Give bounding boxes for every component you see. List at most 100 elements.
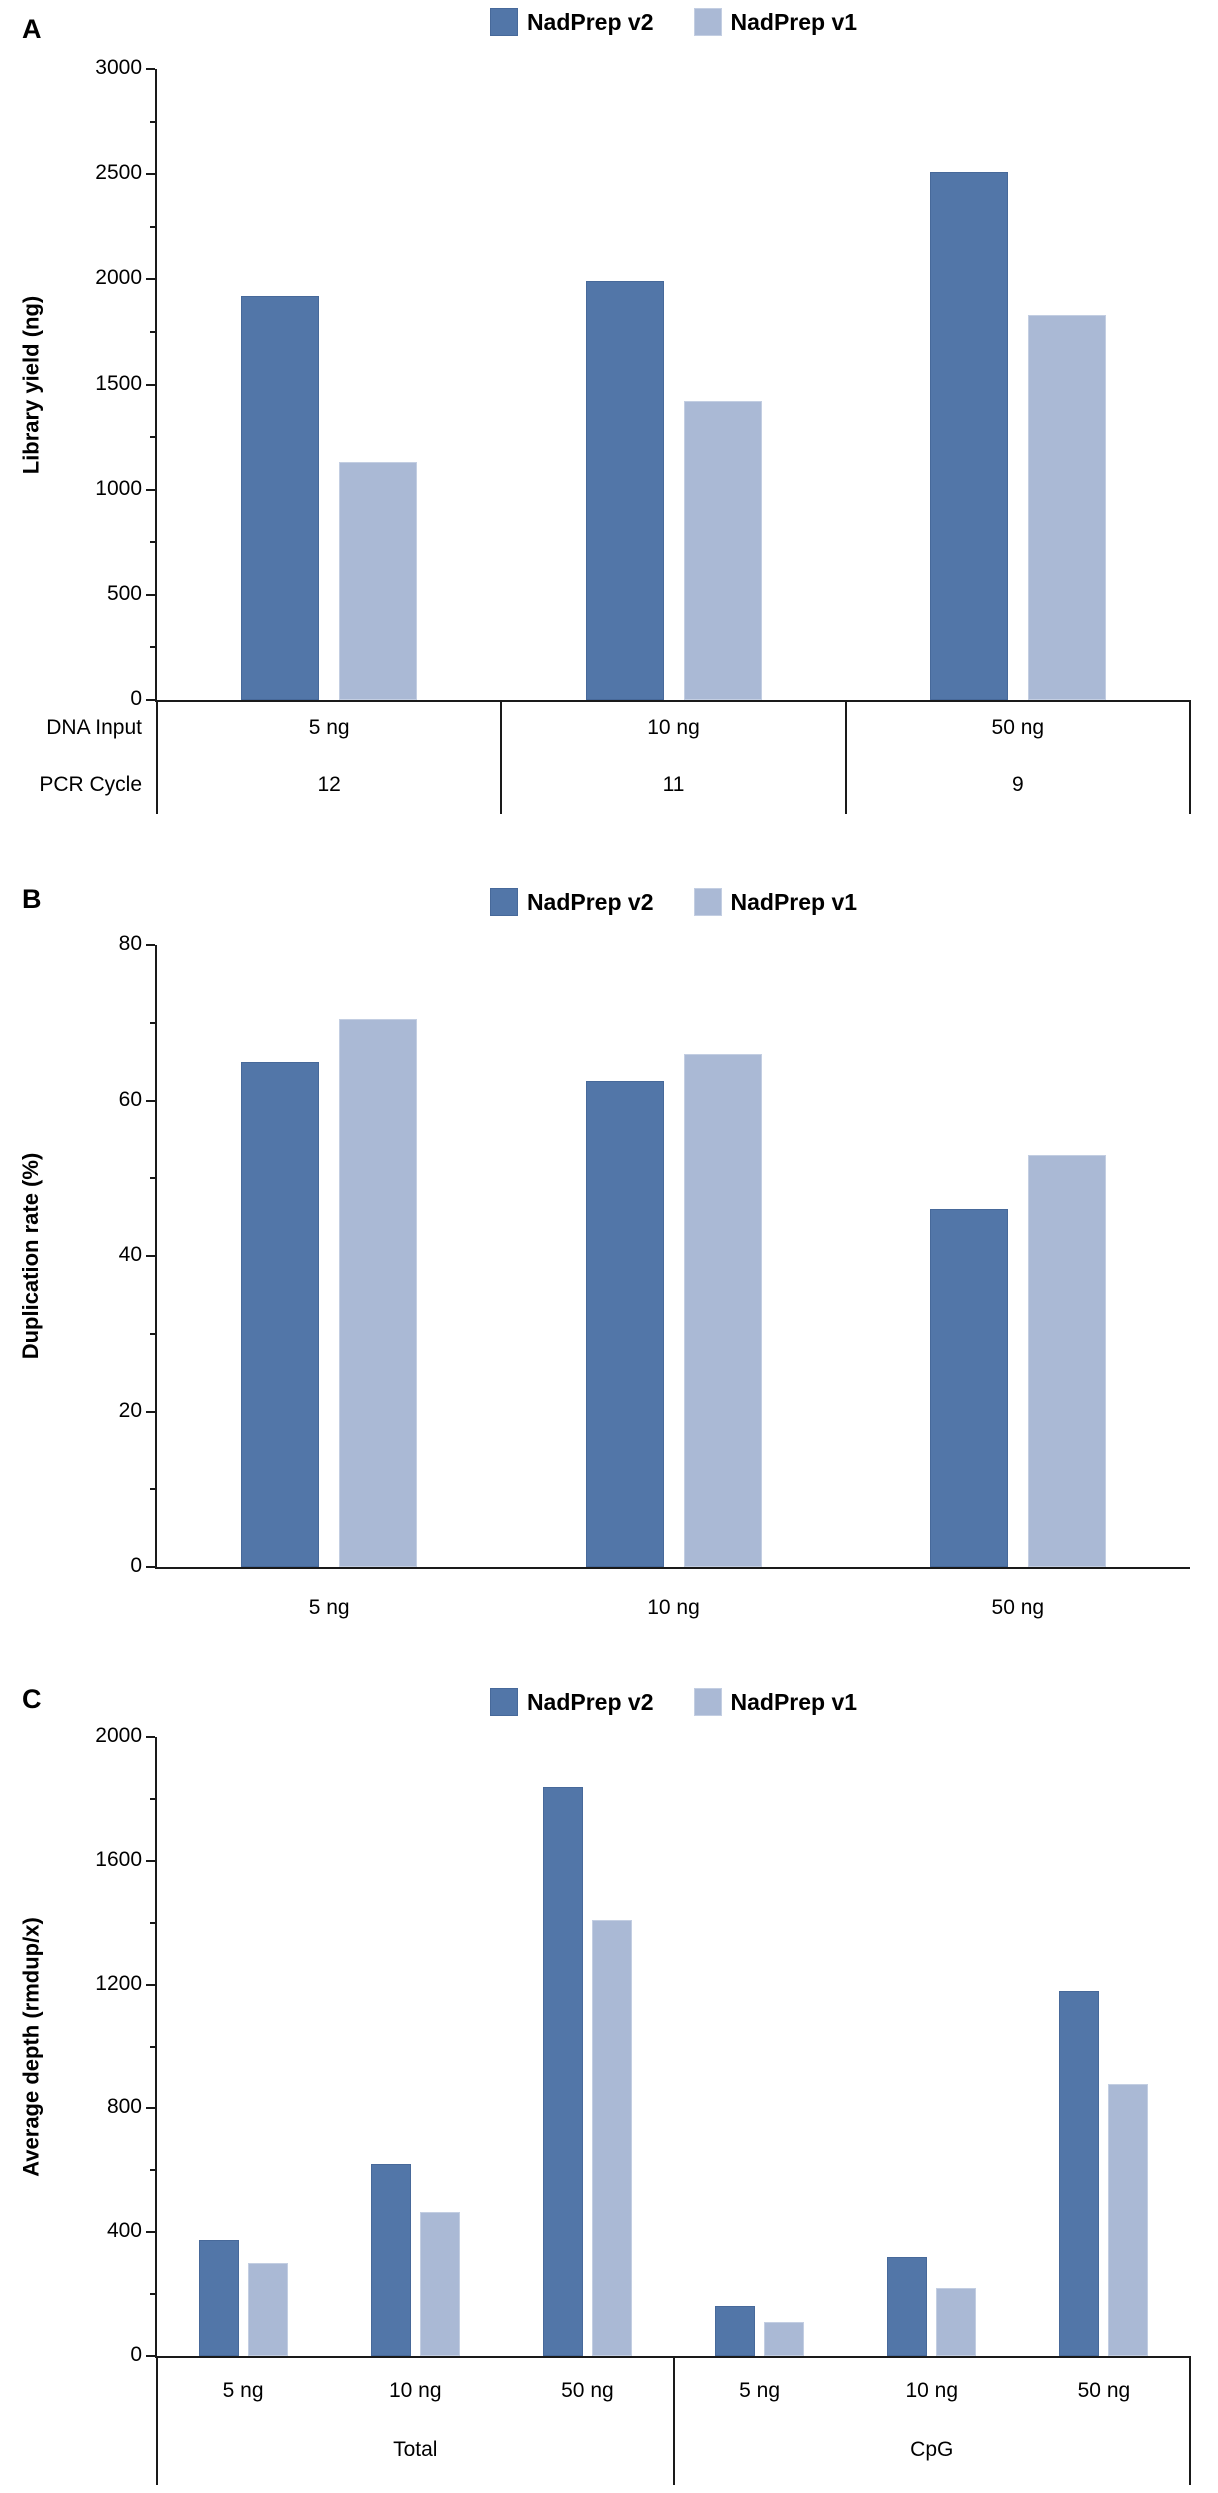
- panel-a-ytick-0: [146, 699, 155, 701]
- panel-a-ytick-label-1500: 1500: [95, 371, 142, 395]
- panel-c-legend-item-v1: NadPrep v1: [693, 1688, 858, 1716]
- panel-c-ytick-label-1200: 1200: [95, 1971, 142, 1995]
- panel-b-bar-v1-3-50ng: [1027, 1155, 1106, 1567]
- panel-a-table-vline-0: [156, 700, 158, 814]
- panel-a-ytick-2750: [150, 120, 155, 123]
- panel-a-ytick-label-2500: 2500: [95, 161, 142, 185]
- panel-b-legend-item-v2: NadPrep v2: [489, 888, 654, 916]
- panel-a-table-row-label-2: PCR Cycle: [39, 772, 142, 796]
- panel-a-ytick-1500: [146, 383, 155, 386]
- panel-b-ytick-80: [146, 944, 155, 946]
- panel-b-label: B: [22, 884, 42, 914]
- legend-label-v1: NadPrep v1: [730, 1688, 858, 1715]
- panel-b-ytick-60: [146, 1099, 155, 1102]
- panel-b-y-axis-title: Duplication rate (%): [18, 1152, 43, 1360]
- panel-a-table-cell-r1-c2: 10 ng: [647, 715, 700, 739]
- panel-b-xlabel-3: 50 ng: [991, 1596, 1045, 1619]
- panel-c-ytick-1000: [150, 2045, 155, 2048]
- panel-a-ytick-3000: [146, 68, 155, 70]
- legend-label-v1: NadPrep v1: [730, 8, 858, 35]
- panel-b-legend: NadPrep v2 NadPrep v1: [157, 888, 1190, 916]
- panel-a-table-vline-1: [500, 700, 503, 814]
- panel-c-ytick-2000: [146, 1736, 155, 1738]
- legend-swatch-v2: [489, 888, 518, 916]
- panel-c-ytick-label-1600: 1600: [95, 1847, 142, 1871]
- legend-swatch-v2: [489, 1688, 518, 1716]
- panel-a-ytick-label-500: 500: [106, 581, 142, 605]
- panel-a-table-cell-r1-c1: 5 ng: [308, 715, 350, 739]
- panel-a-bar-v2-1-5ng: [241, 296, 320, 700]
- panel-b-ytick-label-0: 0: [130, 1554, 142, 1577]
- panel-c-y-axis: [155, 1737, 157, 2358]
- panel-c-ytick-800: [146, 2107, 155, 2110]
- panel-a-ytick-2000: [146, 278, 155, 281]
- panel-a-bar-v1-2-10ng: [683, 401, 762, 700]
- panel-c-ytick-200: [150, 2293, 155, 2296]
- panel-c-bar-v1-3-50ng: [591, 1920, 632, 2356]
- panel-b-ytick-0: [146, 1566, 155, 1568]
- panel-a-legend-item-v1: NadPrep v1: [693, 8, 858, 36]
- legend-label-v2: NadPrep v2: [526, 888, 654, 915]
- panel-c-ytick-1200: [146, 1983, 155, 1986]
- panel-c-xlabel-6: 50 ng: [1077, 2379, 1131, 2402]
- panel-b-bar-v2-3-50ng: [929, 1209, 1008, 1567]
- panel-a-legend: NadPrep v2 NadPrep v1: [157, 8, 1190, 36]
- panel-a-ytick-label-3000: 3000: [95, 56, 142, 79]
- panel-b-ytick-label-40: 40: [118, 1243, 142, 1266]
- panel-a-ytick-750: [150, 541, 155, 544]
- panel-c-ytick-1800: [150, 1797, 155, 1800]
- panel-a-y-axis-title: Library yield (ng): [18, 295, 43, 474]
- panel-b-bar-v1-2-10ng: [683, 1054, 762, 1567]
- panel-c-table-vline-1: [672, 2356, 675, 2485]
- panel-c-ytick-1400: [150, 1921, 155, 1924]
- panel-b-legend-item-v1: NadPrep v1: [693, 888, 857, 916]
- legend-swatch-v1: [693, 888, 722, 916]
- panel-c-xlabel-1: 5 ng: [222, 2379, 264, 2402]
- panel-a-legend-item-v2: NadPrep v2: [489, 8, 654, 36]
- panel-c-ytick-label-2000: 2000: [95, 1724, 142, 1747]
- panel-a-ytick-2250: [150, 225, 155, 228]
- panel-a-ytick-label-2000: 2000: [95, 266, 142, 290]
- panel-c-legend: NadPrep v2 NadPrep v1: [157, 1688, 1190, 1716]
- panel-b-ytick-50: [150, 1177, 155, 1180]
- panel-b-bar-v2-1-5ng: [241, 1062, 320, 1567]
- panel-c-table-vline-0: [156, 2356, 158, 2485]
- panel-b-xlabel-2: 10 ng: [647, 1596, 700, 1619]
- panel-b-ytick-label-60: 60: [118, 1087, 142, 1111]
- panel-c-ytick-label-400: 400: [106, 2219, 142, 2243]
- panel-c-bar-v1-4-5ng: [764, 2322, 805, 2356]
- legend-swatch-v1: [693, 1688, 722, 1716]
- panel-c-ytick-0: [146, 2355, 155, 2357]
- panel-a-ytick-1000: [146, 488, 155, 491]
- panel-c-table-vline-2: [1189, 2356, 1191, 2485]
- panel-b-x-axis: [155, 1567, 1190, 1569]
- panel-c-bar-v2-3-50ng: [542, 1787, 583, 2356]
- panel-b-ytick-40: [146, 1255, 155, 1257]
- panel-b-ytick-20: [146, 1410, 155, 1413]
- panel-a-table-cell-r2-c2: 11: [662, 772, 685, 796]
- panel-a-x-axis: [155, 700, 1190, 702]
- panel-a-table-row-label-1: DNA Input: [46, 715, 142, 739]
- panel-a-table-cell-r2-c3: 9: [1011, 772, 1024, 796]
- panel-a-label: A: [22, 14, 42, 44]
- panel-a-ytick-2500: [146, 173, 155, 176]
- panel-a-ytick-500: [146, 593, 155, 596]
- panel-c-label: C: [22, 1684, 42, 1714]
- panel-c-bar-v1-1-5ng: [247, 2263, 288, 2356]
- panel-a-ytick-label-1000: 1000: [95, 476, 142, 500]
- panel-a-ytick-250: [150, 646, 155, 649]
- legend-swatch-v2: [489, 8, 518, 36]
- panel-c-y-axis-title: Average depth (rmdup/x): [18, 1916, 43, 2177]
- panel-a-bar-v1-3-50ng: [1027, 315, 1106, 700]
- panel-c-ytick-400: [146, 2231, 155, 2234]
- panel-b-ytick-10: [150, 1488, 155, 1491]
- panel-a-y-axis: [155, 69, 157, 702]
- panel-b-bar-v2-2-10ng: [585, 1081, 664, 1567]
- panel-c-ytick-label-800: 800: [106, 2095, 142, 2119]
- panel-c-xlabel-2: 10 ng: [388, 2379, 442, 2402]
- panel-b-ytick-30: [150, 1332, 155, 1335]
- panel-a-table-cell-r1-c3: 50 ng: [991, 715, 1045, 739]
- legend-label-v2: NadPrep v2: [526, 1688, 654, 1715]
- panel-c-bar-v2-1-5ng: [198, 2240, 239, 2356]
